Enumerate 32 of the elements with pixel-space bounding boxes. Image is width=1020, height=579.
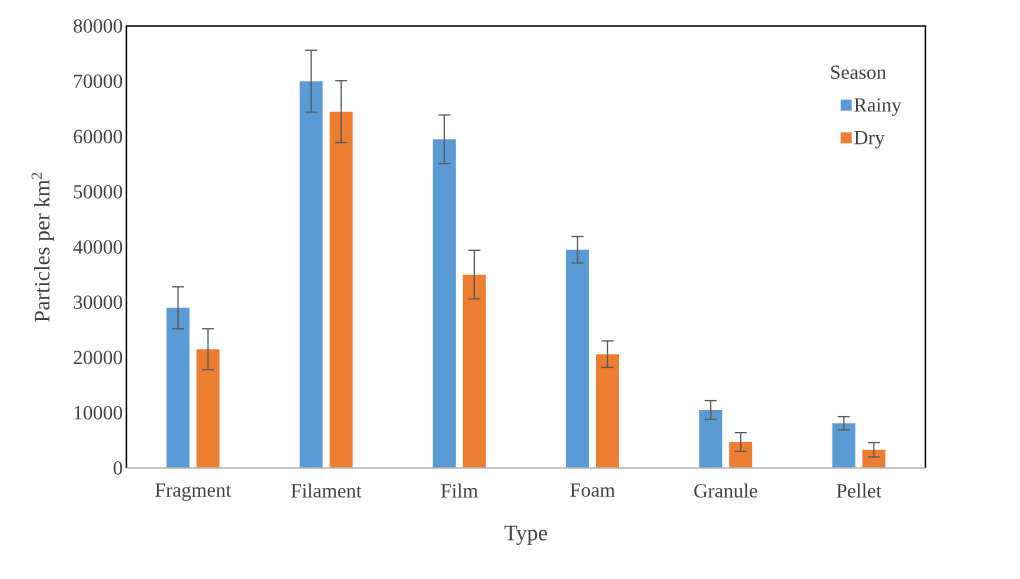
bar xyxy=(329,111,353,468)
y-tick-label: 10000 xyxy=(74,406,123,420)
y-tick-label: 50000 xyxy=(74,185,123,199)
bar xyxy=(299,81,323,468)
bar xyxy=(699,409,723,468)
bar xyxy=(596,354,620,468)
bar xyxy=(832,423,856,468)
legend-label: Rainy xyxy=(854,98,902,116)
x-tick-label: Filament xyxy=(291,483,362,498)
y-axis-title: Particles per km$^{2}$ xyxy=(31,172,55,322)
y-tick-label: 60000 xyxy=(73,129,123,144)
x-tick-label: Granule xyxy=(694,483,758,498)
bar xyxy=(196,349,220,468)
legend-title: Season xyxy=(831,65,887,79)
x-axis-title: Type xyxy=(504,525,548,545)
x-tick-label: Pellet xyxy=(836,483,882,498)
bar xyxy=(166,307,190,468)
x-tick-label: Foam xyxy=(570,483,615,497)
y-tick-label: 40000 xyxy=(73,240,123,254)
bar xyxy=(462,274,486,468)
y-tick-label: 0 xyxy=(113,461,123,475)
y-tick-label: 20000 xyxy=(73,350,123,365)
bar xyxy=(729,442,753,468)
bar xyxy=(432,139,456,468)
y-tick-label: 30000 xyxy=(73,295,123,309)
legend-label: Dry xyxy=(854,131,885,149)
y-tick-label: 80000 xyxy=(73,19,123,33)
x-tick-label: Film xyxy=(441,483,478,498)
y-tick-label: 70000 xyxy=(74,74,123,88)
bar xyxy=(566,249,589,468)
x-tick-label: Fragment xyxy=(155,483,232,501)
bar xyxy=(862,449,886,468)
